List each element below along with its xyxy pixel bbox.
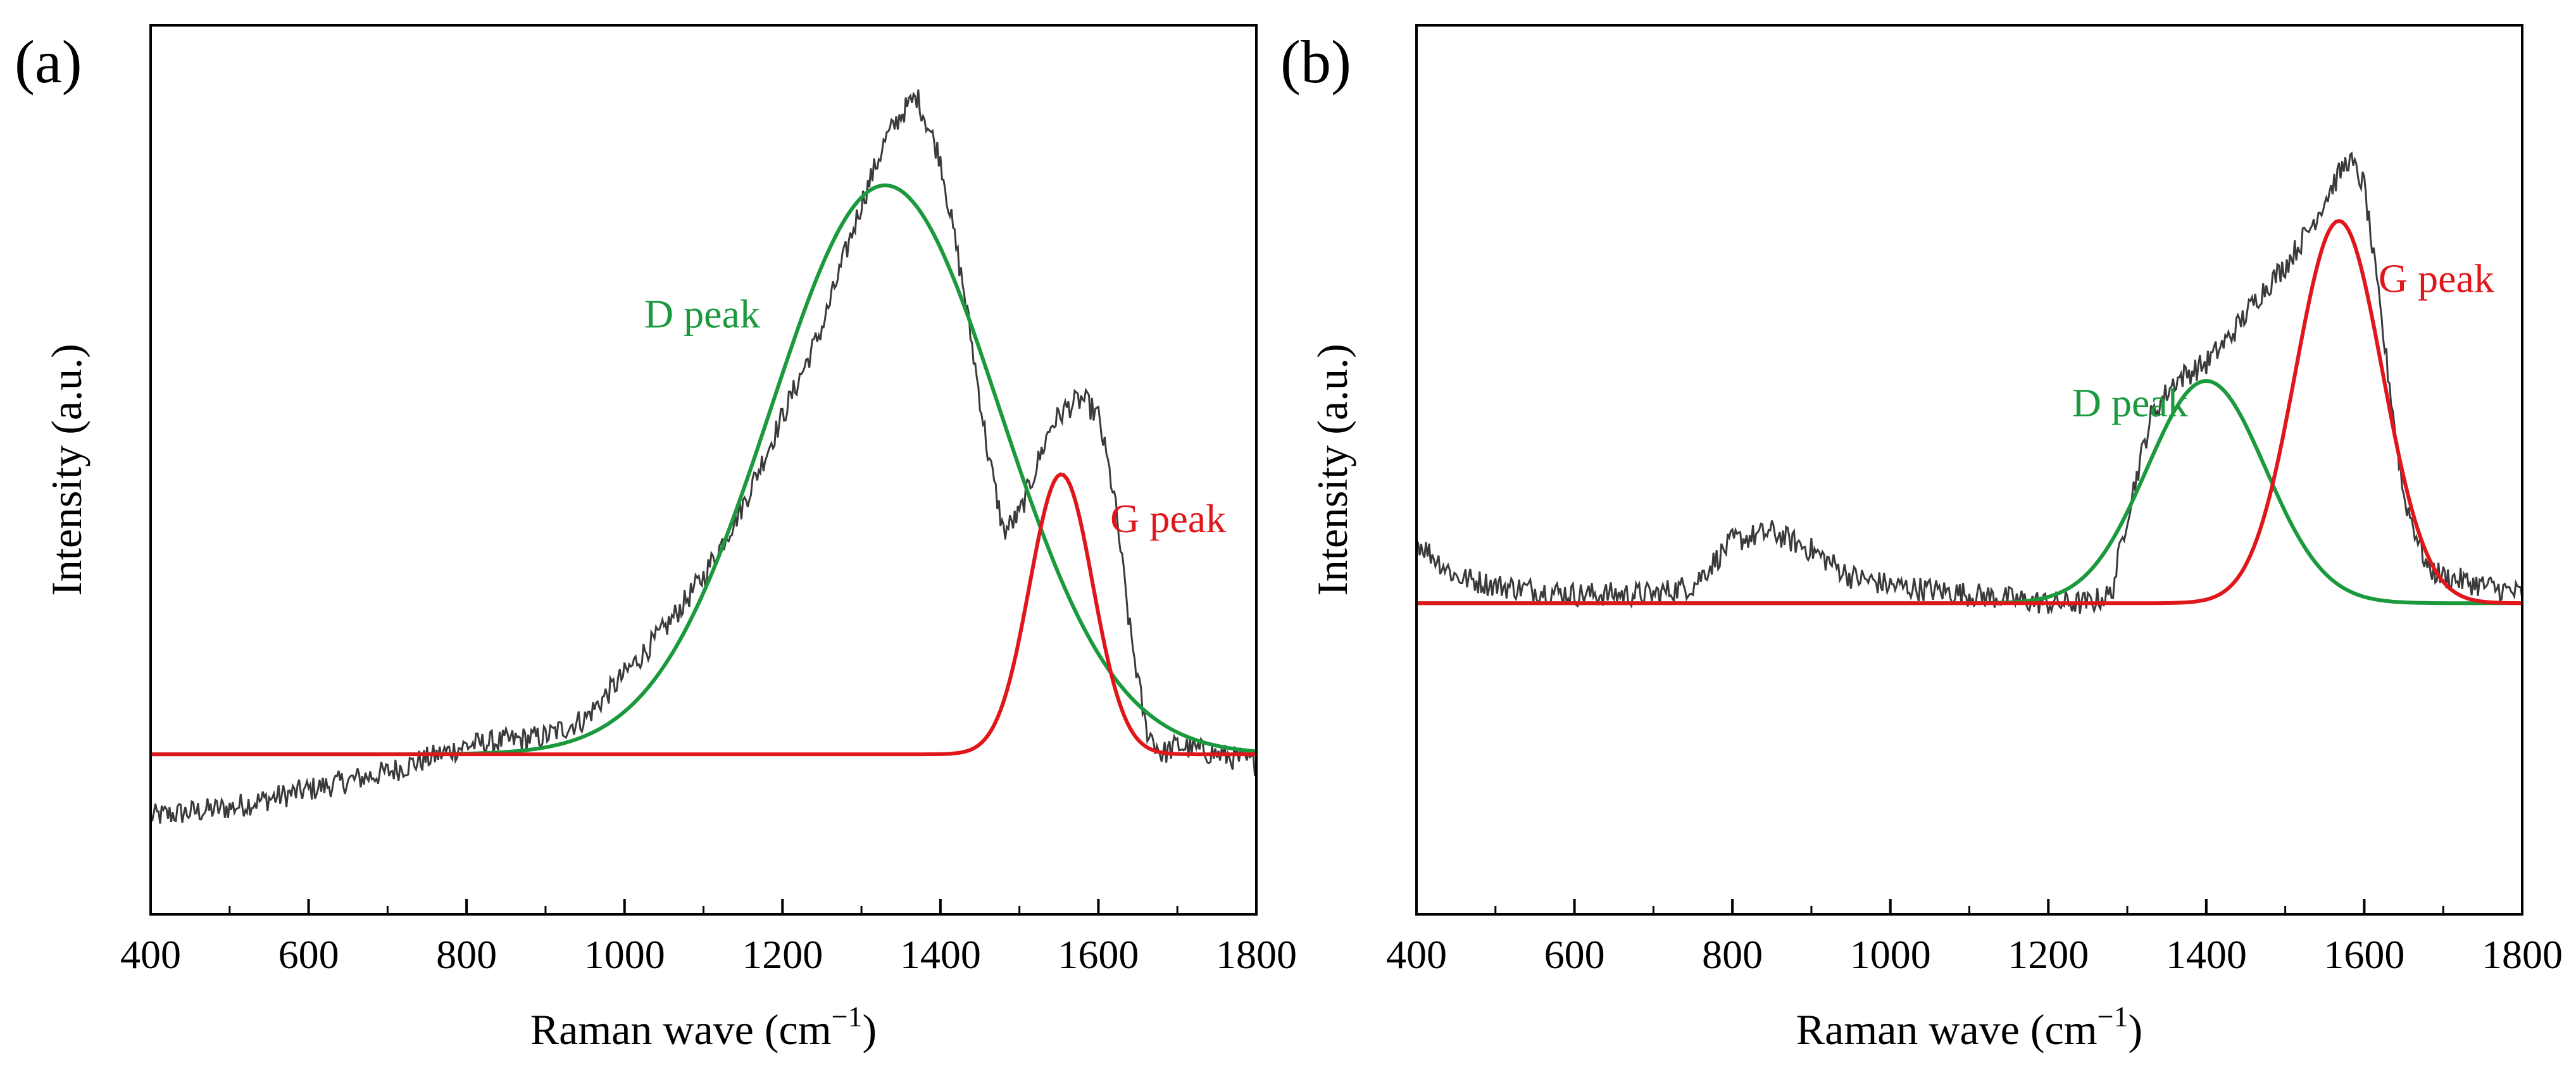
y-axis-title: Intensity (a.u.) [1308,344,1356,595]
x-tick-label: 800 [1702,932,1763,977]
d-peak-fit-line [1418,378,2521,606]
x-tick-label: 1400 [2166,932,2247,977]
y-axis-title: Intensity (a.u.) [42,344,91,595]
g-peak-label: G peak [1110,496,1226,541]
x-tick-label: 1000 [1850,932,1931,977]
plot-area [1418,151,2521,614]
chart-panel-a: 400 600 800 1000 1200 1400 1600 1800 Raman wave … [15,24,1297,1054]
x-tick-label: 1200 [2008,932,2089,977]
d-peak-fit-line [152,184,1255,757]
x-tick-label: 400 [1386,932,1447,977]
x-axis-title-text: Raman wave (cm [530,1005,832,1054]
x-tick-label: 1800 [1216,932,1297,977]
x-tick-label: 1600 [2323,932,2404,977]
x-axis-title-end: ) [2129,1005,2143,1054]
x-tick-label: 1200 [742,932,823,977]
g-peak-fit-line [152,472,1255,757]
x-axis-title-sup: −1 [832,1000,863,1033]
x-axis-title: Raman wave (cm−1) [530,1000,877,1054]
x-axis-title-text: Raman wave (cm [1796,1005,2098,1054]
plot-frame [149,24,1258,916]
g-peak-label: G peak [2379,256,2494,301]
x-axis-title-sup: −1 [2098,1000,2129,1033]
x-tick-label: 1000 [584,932,665,977]
x-tick-label: 600 [278,932,339,977]
x-tick-label: 1800 [2482,932,2563,977]
x-axis-title-end: ) [863,1005,877,1054]
x-tick-label: 600 [1544,932,1605,977]
x-tick-label: 800 [436,932,497,977]
d-peak-label: D peak [2072,380,2188,425]
plot-frame [1415,24,2523,916]
plot-area [152,89,1255,824]
measured-spectrum-line [1418,151,2521,614]
x-tick-label: 400 [120,932,181,977]
panel-label: (b) [1280,28,1351,96]
panel-label: (a) [15,28,82,96]
d-peak-label: D peak [644,292,760,337]
x-tick-label: 1400 [900,932,981,977]
chart-panel-b: 400 600 800 1000 1200 1400 1600 1800 Raman wave … [1280,24,2563,1054]
g-peak-fit-line [1418,218,2521,606]
x-axis-title: Raman wave (cm−1) [1796,1000,2142,1054]
x-tick-label: 1600 [1058,932,1139,977]
measured-spectrum-line [152,89,1255,824]
